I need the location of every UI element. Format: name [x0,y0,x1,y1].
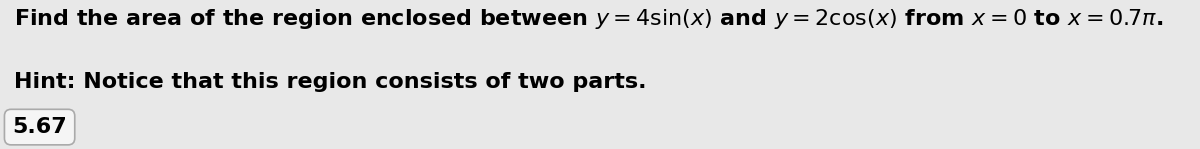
Text: Hint: Notice that this region consists of two parts.: Hint: Notice that this region consists o… [14,72,647,91]
Text: 5.67: 5.67 [12,117,67,137]
Text: Find the area of the region enclosed between $y = 4\sin(x)$ and $y = 2\cos(x)$ f: Find the area of the region enclosed bet… [14,7,1164,31]
